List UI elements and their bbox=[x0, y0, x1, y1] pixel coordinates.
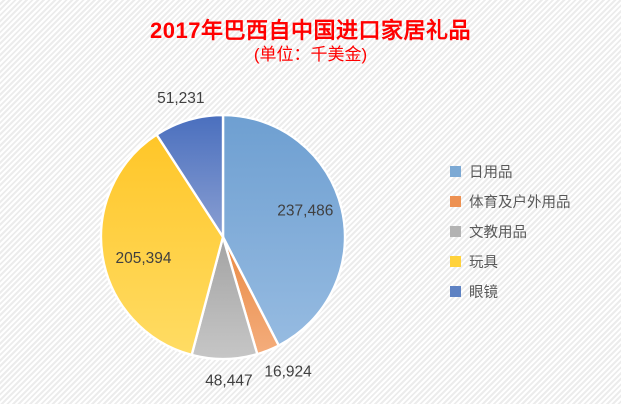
legend-swatch bbox=[450, 195, 461, 207]
legend-label: 日用品 bbox=[469, 164, 513, 181]
pie-slices bbox=[99, 113, 347, 361]
legend-item: 玩具 bbox=[450, 246, 571, 276]
pie-slice bbox=[221, 113, 347, 347]
legend-item: 体育及户外用品 bbox=[450, 186, 571, 216]
legend-label: 体育及户外用品 bbox=[469, 194, 571, 211]
legend-label: 眼镜 bbox=[469, 284, 498, 301]
chart-title: 2017年巴西自中国进口家居礼品 bbox=[150, 18, 471, 43]
pie-data-labels: 237,486 16,924 48,447 205,394 51,231 bbox=[115, 90, 333, 389]
legend-label: 玩具 bbox=[469, 254, 498, 271]
legend-label: 文教用品 bbox=[469, 224, 527, 241]
pie-slice bbox=[99, 133, 225, 357]
chart-subtitle: (单位：千美金) bbox=[253, 45, 368, 64]
legend-swatch bbox=[450, 165, 461, 177]
legend: 日用品体育及户外用品 文教用品玩具眼镜 bbox=[450, 156, 571, 306]
pie-slice bbox=[155, 113, 225, 239]
data-label: 237,486 bbox=[277, 203, 333, 220]
data-label: 51,231 bbox=[157, 90, 204, 107]
legend-item: 文教用品 bbox=[450, 216, 571, 246]
data-label: 16,924 bbox=[264, 364, 312, 381]
data-label: 48,447 bbox=[205, 372, 252, 389]
legend-swatch bbox=[450, 225, 461, 237]
legend-swatch bbox=[450, 285, 461, 297]
legend-swatch bbox=[450, 255, 461, 267]
data-label: 205,394 bbox=[115, 250, 171, 267]
legend-item: 眼镜 bbox=[450, 276, 571, 306]
legend-item: 日用品 bbox=[450, 156, 571, 186]
